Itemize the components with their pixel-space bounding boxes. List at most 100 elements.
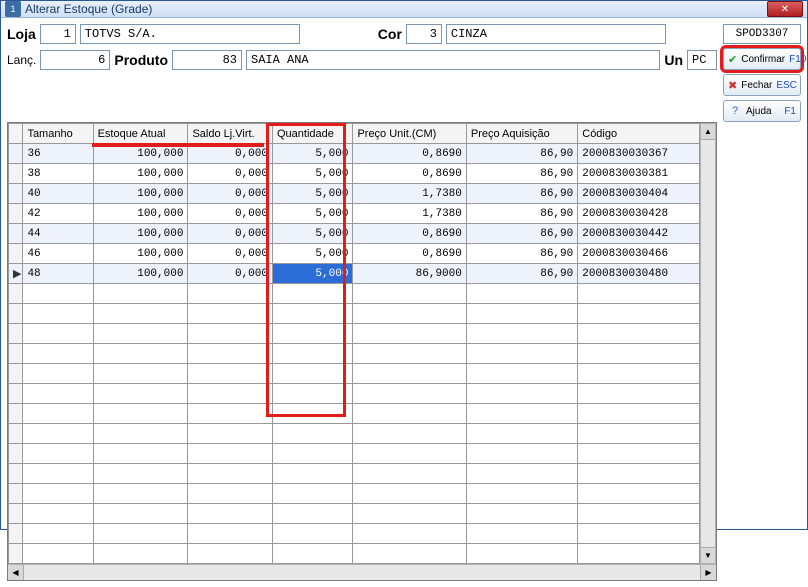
horizontal-scrollbar[interactable]: ◀ ▶ <box>8 564 716 580</box>
un-input[interactable] <box>687 50 717 70</box>
scroll-right-arrow[interactable]: ▶ <box>700 565 716 580</box>
col-header-preco-unit[interactable]: Preço Unit.(CM) <box>353 124 466 144</box>
table-row-empty[interactable] <box>9 544 700 564</box>
table-row[interactable]: 36100,0000,0005,0000,869086,902000830030… <box>9 144 700 164</box>
scroll-v-track[interactable] <box>701 140 715 547</box>
cor-nome-input[interactable] <box>446 24 666 44</box>
ajuda-button[interactable]: ? Ajuda F1 <box>723 100 801 122</box>
scroll-up-arrow[interactable]: ▲ <box>701 124 715 140</box>
cell-pa[interactable]: 86,90 <box>466 224 577 244</box>
cell-est[interactable]: 100,000 <box>93 244 188 264</box>
cell-saldo[interactable]: 0,000 <box>188 244 273 264</box>
table-row-empty[interactable] <box>9 304 700 324</box>
cell-cod[interactable]: 2000830030466 <box>578 244 700 264</box>
col-header-preco-aq[interactable]: Preço Aquisição <box>466 124 577 144</box>
table-row[interactable]: 40100,0000,0005,0001,738086,902000830030… <box>9 184 700 204</box>
cell-tam[interactable]: 46 <box>23 244 93 264</box>
scroll-h-track[interactable] <box>24 565 700 580</box>
col-header-quantidade[interactable]: Quantidade <box>273 124 353 144</box>
cell-qtd[interactable]: 5,000 <box>273 244 353 264</box>
cell-saldo[interactable]: 0,000 <box>188 164 273 184</box>
table-row[interactable]: 44100,0000,0005,0000,869086,902000830030… <box>9 224 700 244</box>
scroll-down-arrow[interactable]: ▼ <box>701 547 715 563</box>
col-header-tamanho[interactable]: Tamanho <box>23 124 93 144</box>
cell-tam[interactable]: 48 <box>23 264 93 284</box>
cell-qtd[interactable]: 5,000 <box>273 204 353 224</box>
cell-pu[interactable]: 0,8690 <box>353 144 466 164</box>
window-close-button[interactable]: ✕ <box>767 1 803 17</box>
cell-cod[interactable]: 2000830030367 <box>578 144 700 164</box>
cell-pu[interactable]: 0,8690 <box>353 164 466 184</box>
cell-est[interactable]: 100,000 <box>93 144 188 164</box>
table-row-empty[interactable] <box>9 344 700 364</box>
col-header-codigo[interactable]: Código <box>578 124 700 144</box>
table-row[interactable]: ▶48100,0000,0005,00086,900086,9020008300… <box>9 264 700 284</box>
row-gutter[interactable] <box>9 204 23 224</box>
row-gutter[interactable] <box>9 164 23 184</box>
cell-tam[interactable]: 36 <box>23 144 93 164</box>
cell-pu[interactable]: 0,8690 <box>353 244 466 264</box>
cell-cod[interactable]: 2000830030442 <box>578 224 700 244</box>
row-gutter[interactable] <box>9 244 23 264</box>
cell-cod[interactable]: 2000830030480 <box>578 264 700 284</box>
cell-pu[interactable]: 1,7380 <box>353 204 466 224</box>
lanc-num-input[interactable] <box>40 50 110 70</box>
row-gutter[interactable] <box>9 144 23 164</box>
cell-est[interactable]: 100,000 <box>93 204 188 224</box>
table-row-empty[interactable] <box>9 284 700 304</box>
cell-tam[interactable]: 38 <box>23 164 93 184</box>
fechar-button[interactable]: ✖ Fechar ESC <box>723 74 801 96</box>
loja-nome-input[interactable] <box>80 24 300 44</box>
table-row-empty[interactable] <box>9 504 700 524</box>
produto-num-input[interactable] <box>172 50 242 70</box>
row-gutter[interactable]: ▶ <box>9 264 23 284</box>
cell-saldo[interactable]: 0,000 <box>188 144 273 164</box>
cell-qtd[interactable]: 5,000 <box>273 164 353 184</box>
cell-est[interactable]: 100,000 <box>93 224 188 244</box>
cell-est[interactable]: 100,000 <box>93 164 188 184</box>
cell-saldo[interactable]: 0,000 <box>188 184 273 204</box>
table-row-empty[interactable] <box>9 384 700 404</box>
confirmar-button[interactable]: ✔ ConfirmarF10 <box>723 48 801 70</box>
col-header-saldo[interactable]: Saldo Lj.Virt. <box>188 124 273 144</box>
scroll-left-arrow[interactable]: ◀ <box>8 565 24 580</box>
cell-saldo[interactable]: 0,000 <box>188 264 273 284</box>
table-row-empty[interactable] <box>9 444 700 464</box>
col-header-estoque[interactable]: Estoque Atual <box>93 124 188 144</box>
cell-pu[interactable]: 86,9000 <box>353 264 466 284</box>
table-row-empty[interactable] <box>9 464 700 484</box>
produto-nome-input[interactable] <box>246 50 660 70</box>
table-row-empty[interactable] <box>9 364 700 384</box>
grid-table[interactable]: Tamanho Estoque Atual Saldo Lj.Virt. Qua… <box>8 123 700 564</box>
cell-qtd[interactable]: 5,000 <box>273 264 353 284</box>
table-row-empty[interactable] <box>9 484 700 504</box>
cell-cod[interactable]: 2000830030428 <box>578 204 700 224</box>
cell-est[interactable]: 100,000 <box>93 184 188 204</box>
cell-pu[interactable]: 1,7380 <box>353 184 466 204</box>
cell-tam[interactable]: 42 <box>23 204 93 224</box>
cell-pa[interactable]: 86,90 <box>466 204 577 224</box>
vertical-scrollbar[interactable]: ▲ ▼ <box>700 123 716 564</box>
cell-pa[interactable]: 86,90 <box>466 264 577 284</box>
table-row-empty[interactable] <box>9 404 700 424</box>
cell-saldo[interactable]: 0,000 <box>188 204 273 224</box>
loja-num-input[interactable] <box>40 24 76 44</box>
cell-cod[interactable]: 2000830030404 <box>578 184 700 204</box>
cell-qtd[interactable]: 5,000 <box>273 224 353 244</box>
table-row[interactable]: 38100,0000,0005,0000,869086,902000830030… <box>9 164 700 184</box>
cell-tam[interactable]: 44 <box>23 224 93 244</box>
cell-pa[interactable]: 86,90 <box>466 184 577 204</box>
cell-cod[interactable]: 2000830030381 <box>578 164 700 184</box>
table-row[interactable]: 46100,0000,0005,0000,869086,902000830030… <box>9 244 700 264</box>
cell-pu[interactable]: 0,8690 <box>353 224 466 244</box>
cell-tam[interactable]: 40 <box>23 184 93 204</box>
cell-saldo[interactable]: 0,000 <box>188 224 273 244</box>
cell-qtd[interactable]: 5,000 <box>273 144 353 164</box>
cell-qtd[interactable]: 5,000 <box>273 184 353 204</box>
row-gutter[interactable] <box>9 224 23 244</box>
table-row-empty[interactable] <box>9 324 700 344</box>
cell-pa[interactable]: 86,90 <box>466 164 577 184</box>
table-row-empty[interactable] <box>9 424 700 444</box>
cell-pa[interactable]: 86,90 <box>466 244 577 264</box>
cor-num-input[interactable] <box>406 24 442 44</box>
